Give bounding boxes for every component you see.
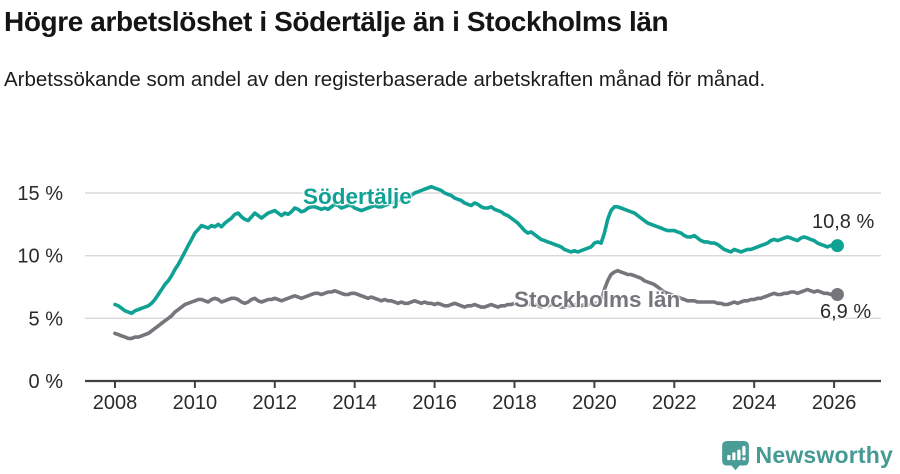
series-label-stockholms-lan: Stockholms län <box>514 287 681 312</box>
series-end-dot-s-dert-lje <box>830 239 844 253</box>
newsworthy-bar-chart-bubble-icon <box>721 441 749 470</box>
newsworthy-brand-link[interactable]: Newsworthy <box>721 441 893 470</box>
page-title: Högre arbetslöshet i Södertälje än i Sto… <box>4 6 669 37</box>
series-end-dot-stockholms-l-n <box>830 288 844 302</box>
x-tick-label: 2014 <box>332 392 377 414</box>
x-tick-label: 2010 <box>173 392 218 414</box>
y-tick-label: 0 % <box>29 371 64 393</box>
x-tick-label: 2024 <box>732 392 777 414</box>
series-line-stockholms-l-n <box>113 268 840 341</box>
y-tick-label: 5 % <box>29 308 64 330</box>
chart-subtitle: Arbetssökande som andel av den registerb… <box>4 68 766 91</box>
x-tick-label: 2016 <box>412 392 457 414</box>
x-tick-label: 2022 <box>652 392 697 414</box>
y-tick-label: 10 % <box>17 246 63 268</box>
end-value-label-sodertalje: 10,8 % <box>812 211 875 233</box>
x-tick-label: 2012 <box>253 392 298 414</box>
series-label-sodertalje: Södertälje <box>303 184 412 209</box>
x-tick-label: 2026 <box>812 392 857 414</box>
y-tick-label: 15 % <box>17 183 63 205</box>
newsworthy-brand-text: Newsworthy <box>755 442 893 468</box>
end-value-label-stockholms-lan: 6,9 % <box>820 301 872 323</box>
series-line-s-dert-lje <box>113 184 840 316</box>
x-tick-label: 2020 <box>572 392 617 414</box>
x-tick-label: 2008 <box>93 392 138 414</box>
x-tick-label: 2018 <box>492 392 537 414</box>
